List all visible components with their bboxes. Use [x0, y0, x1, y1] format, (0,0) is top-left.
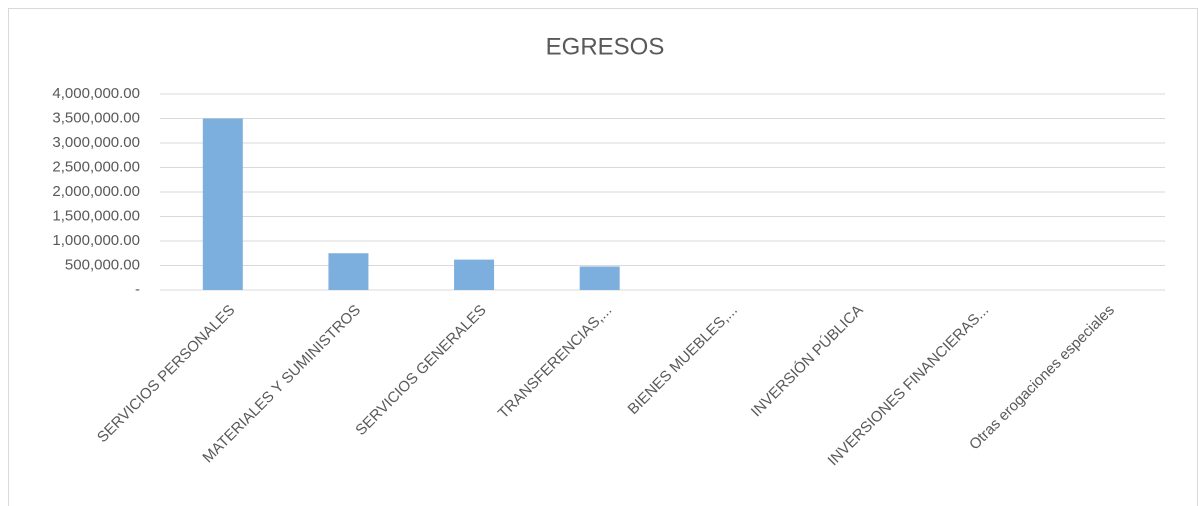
bar [202, 118, 243, 290]
y-tick-label: 1,500,000.00 [52, 207, 140, 224]
y-tick-label: 1,000,000.00 [52, 232, 140, 249]
bar [328, 253, 369, 290]
y-tick-label: 500,000.00 [65, 256, 140, 273]
bar [454, 259, 495, 290]
y-tick-label: 2,500,000.00 [52, 158, 140, 175]
y-tick-label: 2,000,000.00 [52, 183, 140, 200]
y-tick-label: 3,500,000.00 [52, 109, 140, 126]
y-tick-label: 4,000,000.00 [52, 85, 140, 102]
chart-border [8, 8, 1198, 506]
chart-title: EGRESOS [546, 33, 665, 60]
y-tick-label: - [135, 281, 140, 298]
bar [579, 266, 620, 290]
y-tick-label: 3,000,000.00 [52, 134, 140, 151]
